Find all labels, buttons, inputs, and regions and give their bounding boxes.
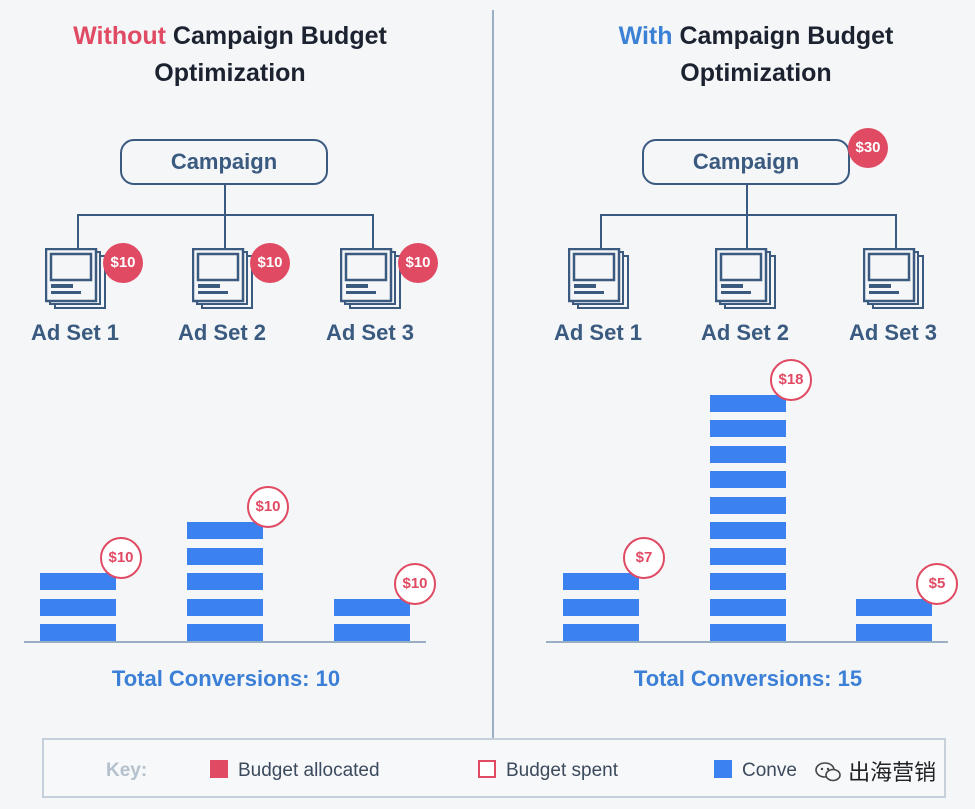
left-title-line2: Optimization bbox=[154, 59, 306, 87]
left-tree-drop-1 bbox=[77, 214, 79, 248]
right-baseline bbox=[546, 641, 948, 643]
right-tree-drop-2 bbox=[746, 214, 748, 248]
right-title: With Campaign Budget Optimization bbox=[536, 18, 975, 92]
conversion-segment bbox=[563, 598, 639, 616]
right-tree-trunk bbox=[746, 185, 748, 215]
conversion-segment bbox=[710, 394, 786, 412]
right-title-line2: Optimization bbox=[680, 59, 832, 87]
right-tree-drop-1 bbox=[600, 214, 602, 248]
conversion-segment bbox=[334, 598, 410, 616]
conversion-segment bbox=[563, 624, 639, 641]
right-campaign-budget-badge: $30 bbox=[848, 128, 888, 168]
adset-icon bbox=[339, 247, 404, 312]
budget-spent-marker: $10 bbox=[100, 537, 142, 579]
conversion-segment bbox=[187, 547, 263, 565]
center-divider bbox=[492, 10, 494, 738]
wechat-icon bbox=[815, 762, 841, 782]
budget-spent-marker: $18 bbox=[770, 358, 812, 401]
conversion-segment bbox=[563, 573, 639, 590]
budget-spent-marker: $7 bbox=[623, 537, 665, 579]
conversion-segment bbox=[710, 624, 786, 641]
adset-label: Ad Set 2 bbox=[700, 320, 790, 345]
conversion-segment bbox=[40, 573, 116, 590]
conversion-segment bbox=[710, 547, 786, 565]
conversion-segment bbox=[710, 573, 786, 590]
conversion-segment bbox=[187, 522, 263, 539]
adset-icon bbox=[567, 247, 632, 312]
conversion-segment bbox=[40, 598, 116, 616]
adset-label: Ad Set 3 bbox=[325, 320, 415, 345]
budget-spent-marker: $10 bbox=[394, 562, 436, 605]
left-total: Total Conversions: 10 bbox=[111, 666, 341, 691]
key-label: Key: bbox=[106, 760, 148, 781]
conversion-segment bbox=[187, 598, 263, 616]
conversion-segment bbox=[710, 598, 786, 616]
budget-allocated-swatch bbox=[210, 760, 228, 778]
right-campaign-label: Campaign bbox=[692, 149, 800, 174]
right-title-highlight: With bbox=[618, 22, 673, 50]
watermark: 出海营销 bbox=[814, 755, 936, 787]
adset-budget-badge: $10 bbox=[398, 243, 438, 283]
budget-spent-swatch bbox=[478, 760, 496, 778]
adset-budget-badge: $10 bbox=[103, 243, 143, 283]
key-item-budget-allocated: Budget allocated bbox=[238, 760, 380, 781]
left-tree-trunk bbox=[224, 185, 226, 215]
key-box: Key: Budget allocated Budget spent Conve… bbox=[42, 738, 946, 798]
key-item-conversions: Conve bbox=[742, 760, 797, 781]
conversion-segment bbox=[710, 420, 786, 437]
adset-icon bbox=[44, 247, 109, 312]
conversion-segment bbox=[856, 598, 932, 616]
adset-label: Ad Set 1 bbox=[30, 320, 120, 345]
conversion-segment bbox=[710, 522, 786, 539]
right-tree-drop-3 bbox=[895, 214, 897, 248]
adset-budget-badge: $10 bbox=[250, 243, 290, 283]
adset-label: Ad Set 2 bbox=[177, 320, 267, 345]
left-campaign-label: Campaign bbox=[170, 149, 278, 174]
adset-icon bbox=[191, 247, 256, 312]
adset-label: Ad Set 3 bbox=[848, 320, 938, 345]
conversion-segment bbox=[187, 624, 263, 641]
adset-icon bbox=[714, 247, 779, 312]
adset-icon bbox=[862, 247, 927, 312]
left-title-highlight: Without bbox=[73, 22, 166, 50]
conversion-segment bbox=[710, 471, 786, 488]
right-campaign-box: Campaign bbox=[642, 139, 850, 185]
right-total: Total Conversions: 15 bbox=[633, 666, 863, 691]
left-baseline bbox=[24, 641, 426, 643]
budget-spent-marker: $5 bbox=[916, 562, 958, 605]
budget-spent-marker: $10 bbox=[247, 486, 289, 528]
right-tree-bar bbox=[600, 214, 897, 216]
left-tree-drop-2 bbox=[224, 214, 226, 248]
conversion-segment bbox=[710, 496, 786, 514]
conversion-segment bbox=[40, 624, 116, 641]
conversion-segment bbox=[856, 624, 932, 641]
left-title-rest: Campaign Budget bbox=[172, 22, 387, 50]
conversion-segment bbox=[187, 573, 263, 590]
key-item-budget-spent: Budget spent bbox=[506, 760, 618, 781]
conversion-segment bbox=[334, 624, 410, 641]
right-title-rest: Campaign Budget bbox=[679, 22, 894, 50]
conversions-swatch bbox=[714, 760, 732, 778]
watermark-text: 出海营销 bbox=[848, 760, 937, 785]
adset-label: Ad Set 1 bbox=[553, 320, 643, 345]
left-tree-drop-3 bbox=[372, 214, 374, 248]
left-title: Without Campaign Budget Optimization bbox=[10, 18, 450, 92]
left-campaign-box: Campaign bbox=[120, 139, 328, 185]
conversion-segment bbox=[710, 445, 786, 463]
